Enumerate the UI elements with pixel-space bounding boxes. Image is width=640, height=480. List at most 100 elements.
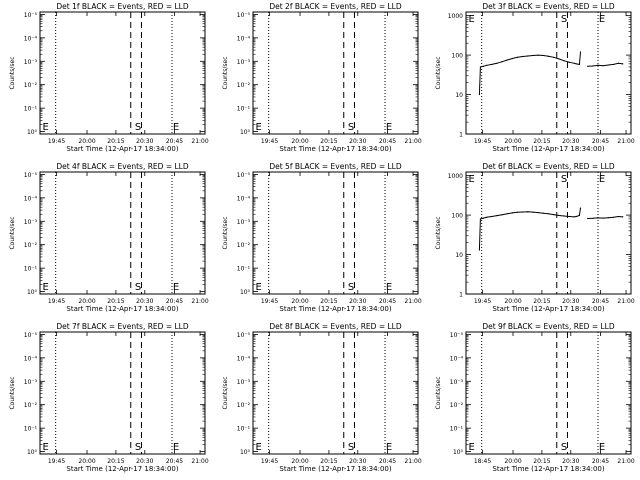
series-point [607, 217, 609, 219]
x-tick-label: 20:00 [78, 458, 95, 465]
plot-frame [39, 11, 206, 135]
series-point [563, 215, 565, 217]
x-axis-label: Start Time (12-Apr-17 18:34:00) [279, 465, 391, 473]
x-tick-label: 20:30 [349, 298, 366, 305]
y-tick-label: 10⁰ [27, 449, 38, 456]
panel-det-2: Det 2f BLACK = Events, RED = LLD Counts/s… [222, 2, 422, 153]
series-point [506, 59, 508, 61]
plot-frame [465, 11, 632, 135]
series-line-2 [587, 62, 623, 67]
series-point [587, 217, 589, 220]
x-tick-label: 20:15 [107, 138, 124, 145]
series-point [602, 217, 604, 219]
y-tick-label: 10⁻⁴ [450, 355, 464, 362]
y-tick-label: 10⁻² [237, 242, 251, 249]
plot-title: Det 1f BLACK = Events, RED = LLD [56, 2, 189, 11]
series-point [612, 216, 615, 218]
x-tick-label: 21:00 [191, 138, 208, 145]
plot-title: Det 4f BLACK = Events, RED = LLD [56, 162, 189, 171]
x-tick-label: 20:15 [320, 138, 337, 145]
y-tick-label: 100 [452, 213, 464, 220]
x-tick-label: 19:45 [474, 138, 491, 145]
x-tick-label: 20:00 [291, 138, 308, 145]
marker-s-label: S [348, 122, 354, 133]
series-point [602, 65, 604, 67]
series-point [482, 65, 485, 67]
series-point [592, 65, 594, 67]
y-tick-label: 1 [459, 292, 463, 299]
y-tick-label: 10 [455, 92, 463, 99]
marker-end-label: E [599, 442, 605, 453]
panel-det-7: Det 7f BLACK = Events, RED = LLD Counts/s… [9, 322, 209, 473]
marker-s-label: S [561, 174, 567, 185]
y-tick-label: 10⁻³ [24, 59, 38, 66]
series-point [527, 55, 529, 57]
y-tick-label: 10⁻³ [237, 219, 251, 226]
x-tick-label: 20:45 [379, 458, 396, 465]
x-axis-label: Start Time (12-Apr-17 18:34:00) [492, 305, 604, 313]
series-point [573, 62, 575, 64]
y-tick-label: 10⁻⁵ [24, 172, 38, 179]
series-point [612, 63, 615, 66]
y-axis-label: Counts/sec [435, 376, 442, 409]
panel-det-3: Det 3f BLACK = Events, RED = LLD Counts/s… [435, 2, 635, 153]
series-point [575, 215, 577, 218]
x-tick-label: 20:30 [136, 298, 153, 305]
x-tick-label: 20:15 [533, 458, 550, 465]
series-point [482, 217, 485, 219]
x-tick-label: 20:45 [166, 138, 183, 145]
plot-frame [252, 171, 419, 295]
x-tick-label: 21:00 [617, 138, 634, 145]
y-tick-label: 10 [455, 252, 463, 259]
x-tick-label: 20:00 [504, 458, 521, 465]
y-tick-label: 10⁻⁴ [237, 195, 251, 202]
series-point [579, 51, 582, 53]
y-tick-label: 10⁻¹ [237, 426, 251, 433]
x-tick-label: 20:30 [136, 138, 153, 145]
y-tick-label: 10⁻² [237, 402, 251, 409]
y-tick-label: 10⁻² [24, 82, 38, 89]
x-tick-label: 20:30 [349, 138, 366, 145]
series-point [486, 216, 488, 218]
x-tick-label: 21:00 [404, 138, 421, 145]
x-tick-label: 18:45 [474, 458, 491, 465]
marker-s-label: S [348, 282, 354, 293]
y-tick-label: 10⁻⁴ [24, 195, 38, 202]
plot-title: Det 3f BLACK = Events, RED = LLD [482, 2, 615, 11]
y-tick-label: 1 [459, 132, 463, 139]
plot-frame [39, 171, 206, 295]
y-tick-label: 10⁻³ [450, 379, 464, 386]
plot-frame [252, 11, 419, 135]
x-tick-label: 20:45 [379, 138, 396, 145]
panel-det-5: Det 5f BLACK = Events, RED = LLD Counts/s… [222, 162, 422, 313]
y-tick-label: 10⁻⁴ [24, 35, 38, 42]
series-point [491, 215, 493, 218]
plot-title: Det 8f BLACK = Events, RED = LLD [269, 322, 402, 331]
series-point [522, 211, 524, 213]
y-axis-label: Counts/sec [222, 56, 229, 89]
y-tick-label: 10⁻¹ [24, 266, 38, 273]
x-tick-label: 20:30 [562, 298, 579, 305]
marker-s-label: S [348, 442, 354, 453]
marker-s-label: S [135, 122, 141, 133]
x-axis-label: Start Time (12-Apr-17 18:34:00) [492, 145, 604, 153]
series-point [522, 55, 524, 58]
plot-frame [252, 331, 419, 455]
marker-end-label: E [599, 174, 605, 185]
x-tick-label: 20:45 [166, 458, 183, 465]
x-tick-label: 20:45 [592, 138, 609, 145]
series-point [587, 65, 589, 67]
x-tick-label: 21:00 [191, 458, 208, 465]
marker-start-label: E [468, 14, 474, 25]
marker-end-label: E [386, 442, 392, 453]
series-point [501, 214, 503, 216]
series-point [578, 214, 581, 217]
marker-start-label: E [468, 174, 474, 185]
series-point [542, 54, 544, 57]
series-point [537, 211, 539, 214]
series-point [618, 62, 620, 64]
y-axis-label: Counts/sec [222, 376, 229, 409]
x-tick-label: 20:15 [533, 138, 550, 145]
y-tick-label: 10⁻⁵ [24, 12, 38, 19]
x-tick-label: 19:45 [261, 298, 278, 305]
